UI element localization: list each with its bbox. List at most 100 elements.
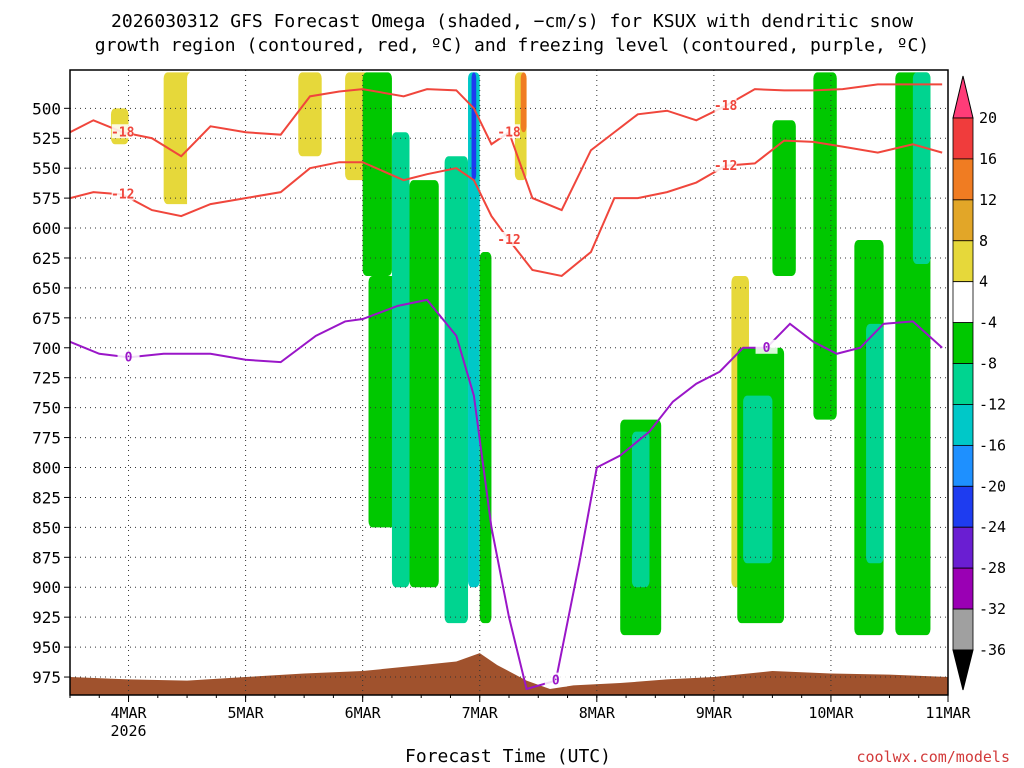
colorbar-label: -32 — [979, 600, 1006, 618]
contour-label: -18 — [111, 125, 135, 140]
terrain-fill — [70, 653, 948, 695]
x-tick-label: 5MAR — [228, 704, 265, 722]
contour-label: -12 — [111, 188, 134, 203]
colorbar-label: -20 — [979, 477, 1006, 495]
colorbar-label: -24 — [979, 518, 1006, 536]
colorbar-label: -16 — [979, 436, 1006, 454]
x-year-label: 2026 — [110, 722, 146, 740]
x-tick-label: 10MAR — [808, 704, 854, 722]
colorbar-swatch — [952, 240, 974, 283]
contour-label-bg — [714, 157, 737, 172]
colorbar-swatch — [952, 567, 974, 610]
omega-region — [471, 72, 477, 181]
y-tick-label: 900 — [32, 578, 61, 597]
colorbar-swatch — [952, 363, 974, 405]
colorbar-swatch — [952, 526, 974, 569]
omega-region — [444, 156, 469, 624]
omega-region — [409, 180, 439, 588]
y-tick-label: 725 — [32, 369, 61, 388]
omega-region — [298, 72, 322, 157]
chart-title-line1: 2026030312 GFS Forecast Omega (shaded, −… — [111, 11, 913, 32]
colorbar-swatch — [952, 199, 974, 242]
y-tick-label: 850 — [32, 518, 61, 537]
y-tick-label: 675 — [32, 309, 61, 328]
contour-label: -12 — [714, 159, 737, 174]
colorbar-bottom-arrow — [952, 649, 974, 691]
y-tick-label: 600 — [32, 219, 61, 238]
colorbar-label: -36 — [979, 641, 1006, 659]
x-tick-label: 7MAR — [462, 704, 499, 722]
contour-label-bg — [117, 349, 140, 364]
x-tick-label: 11MAR — [925, 704, 971, 722]
colorbar-label: -12 — [979, 395, 1006, 413]
contour-label-bg — [111, 124, 134, 139]
colorbar-label: 8 — [979, 232, 988, 250]
contour-line — [70, 298, 943, 691]
contour-label: 0 — [763, 341, 771, 356]
y-tick-label: 800 — [32, 459, 61, 478]
contour-label: -12 — [497, 233, 520, 248]
omega-region — [912, 72, 931, 264]
omega-region — [866, 323, 884, 564]
omega-region — [187, 72, 199, 276]
omega-region — [468, 72, 480, 588]
contour-label-bg — [111, 186, 134, 201]
omega-region — [813, 72, 837, 420]
contour-label-bg — [755, 339, 778, 354]
contour-label: 0 — [552, 674, 560, 689]
x-tick-label: 4MAR — [110, 704, 147, 722]
contour-label-bg — [714, 97, 737, 112]
colorbar-swatch — [952, 117, 974, 160]
colorbar-top-arrow — [952, 75, 974, 119]
y-tick-label: 950 — [32, 638, 61, 657]
contour-label-bg — [498, 124, 520, 139]
plot-inner: -18 -18 -18 -12 -12 -12 0 0 0 — [70, 70, 948, 695]
y-tick-label: 650 — [32, 279, 61, 298]
y-tick-label: 500 — [32, 99, 61, 118]
omega-region — [362, 72, 392, 276]
y-tick-label: 825 — [32, 488, 61, 507]
y-tick-label: 700 — [32, 339, 61, 358]
grid — [70, 70, 948, 695]
colorbar-label: 4 — [979, 273, 988, 291]
y-tick-label: 925 — [32, 608, 61, 627]
y-tick-label: 975 — [32, 668, 61, 687]
x-tick-label: 9MAR — [696, 704, 733, 722]
y-tick-label: 750 — [32, 399, 61, 418]
omega-region — [772, 120, 796, 276]
contour-label: -18 — [714, 99, 738, 114]
colorbar-label: -4 — [979, 314, 997, 332]
colorbar-label: -8 — [979, 355, 997, 373]
x-tick-label: 8MAR — [579, 704, 616, 722]
x-axis-ticks: 4MAR 5MAR 6MAR 7MAR 8MAR 9MAR 10MAR 11MAR 2026 — [69, 695, 972, 740]
colorbar-swatch — [952, 404, 974, 446]
y-tick-label: 775 — [32, 429, 61, 448]
credit-text: coolwx.com/models — [856, 748, 1010, 766]
contour-label: 0 — [125, 350, 133, 365]
colorbar: 20 16 12 8 4 -4 -8 -12 -16 -20 -24 -28 -32 -36 — [952, 75, 1006, 691]
omega-region — [631, 431, 650, 588]
colorbar-swatch — [952, 158, 974, 201]
omega-region — [520, 72, 527, 133]
colorbar-swatch — [952, 322, 974, 364]
colorbar-label: 12 — [979, 191, 997, 209]
omega-region — [743, 395, 773, 564]
colorbar-swatch — [952, 485, 974, 528]
colorbar-label: 16 — [979, 150, 997, 168]
y-tick-label: 875 — [32, 548, 61, 567]
omega-region — [391, 132, 410, 588]
omega-region — [368, 275, 398, 528]
colorbar-swatch — [952, 281, 974, 324]
plot-background — [70, 70, 948, 695]
y-tick-label: 575 — [32, 189, 61, 208]
y-tick-label: 625 — [32, 249, 61, 268]
y-tick-label: 525 — [32, 129, 61, 148]
colorbar-label: 20 — [979, 109, 997, 127]
omega-region — [163, 72, 193, 205]
y-tick-label: 550 — [32, 159, 61, 178]
plot-area: -18 -18 -18 -12 -12 -12 0 0 0 — [69, 69, 949, 696]
contour-label-bg — [544, 672, 567, 687]
contour-line — [70, 139, 943, 278]
x-tick-label: 6MAR — [345, 704, 382, 722]
